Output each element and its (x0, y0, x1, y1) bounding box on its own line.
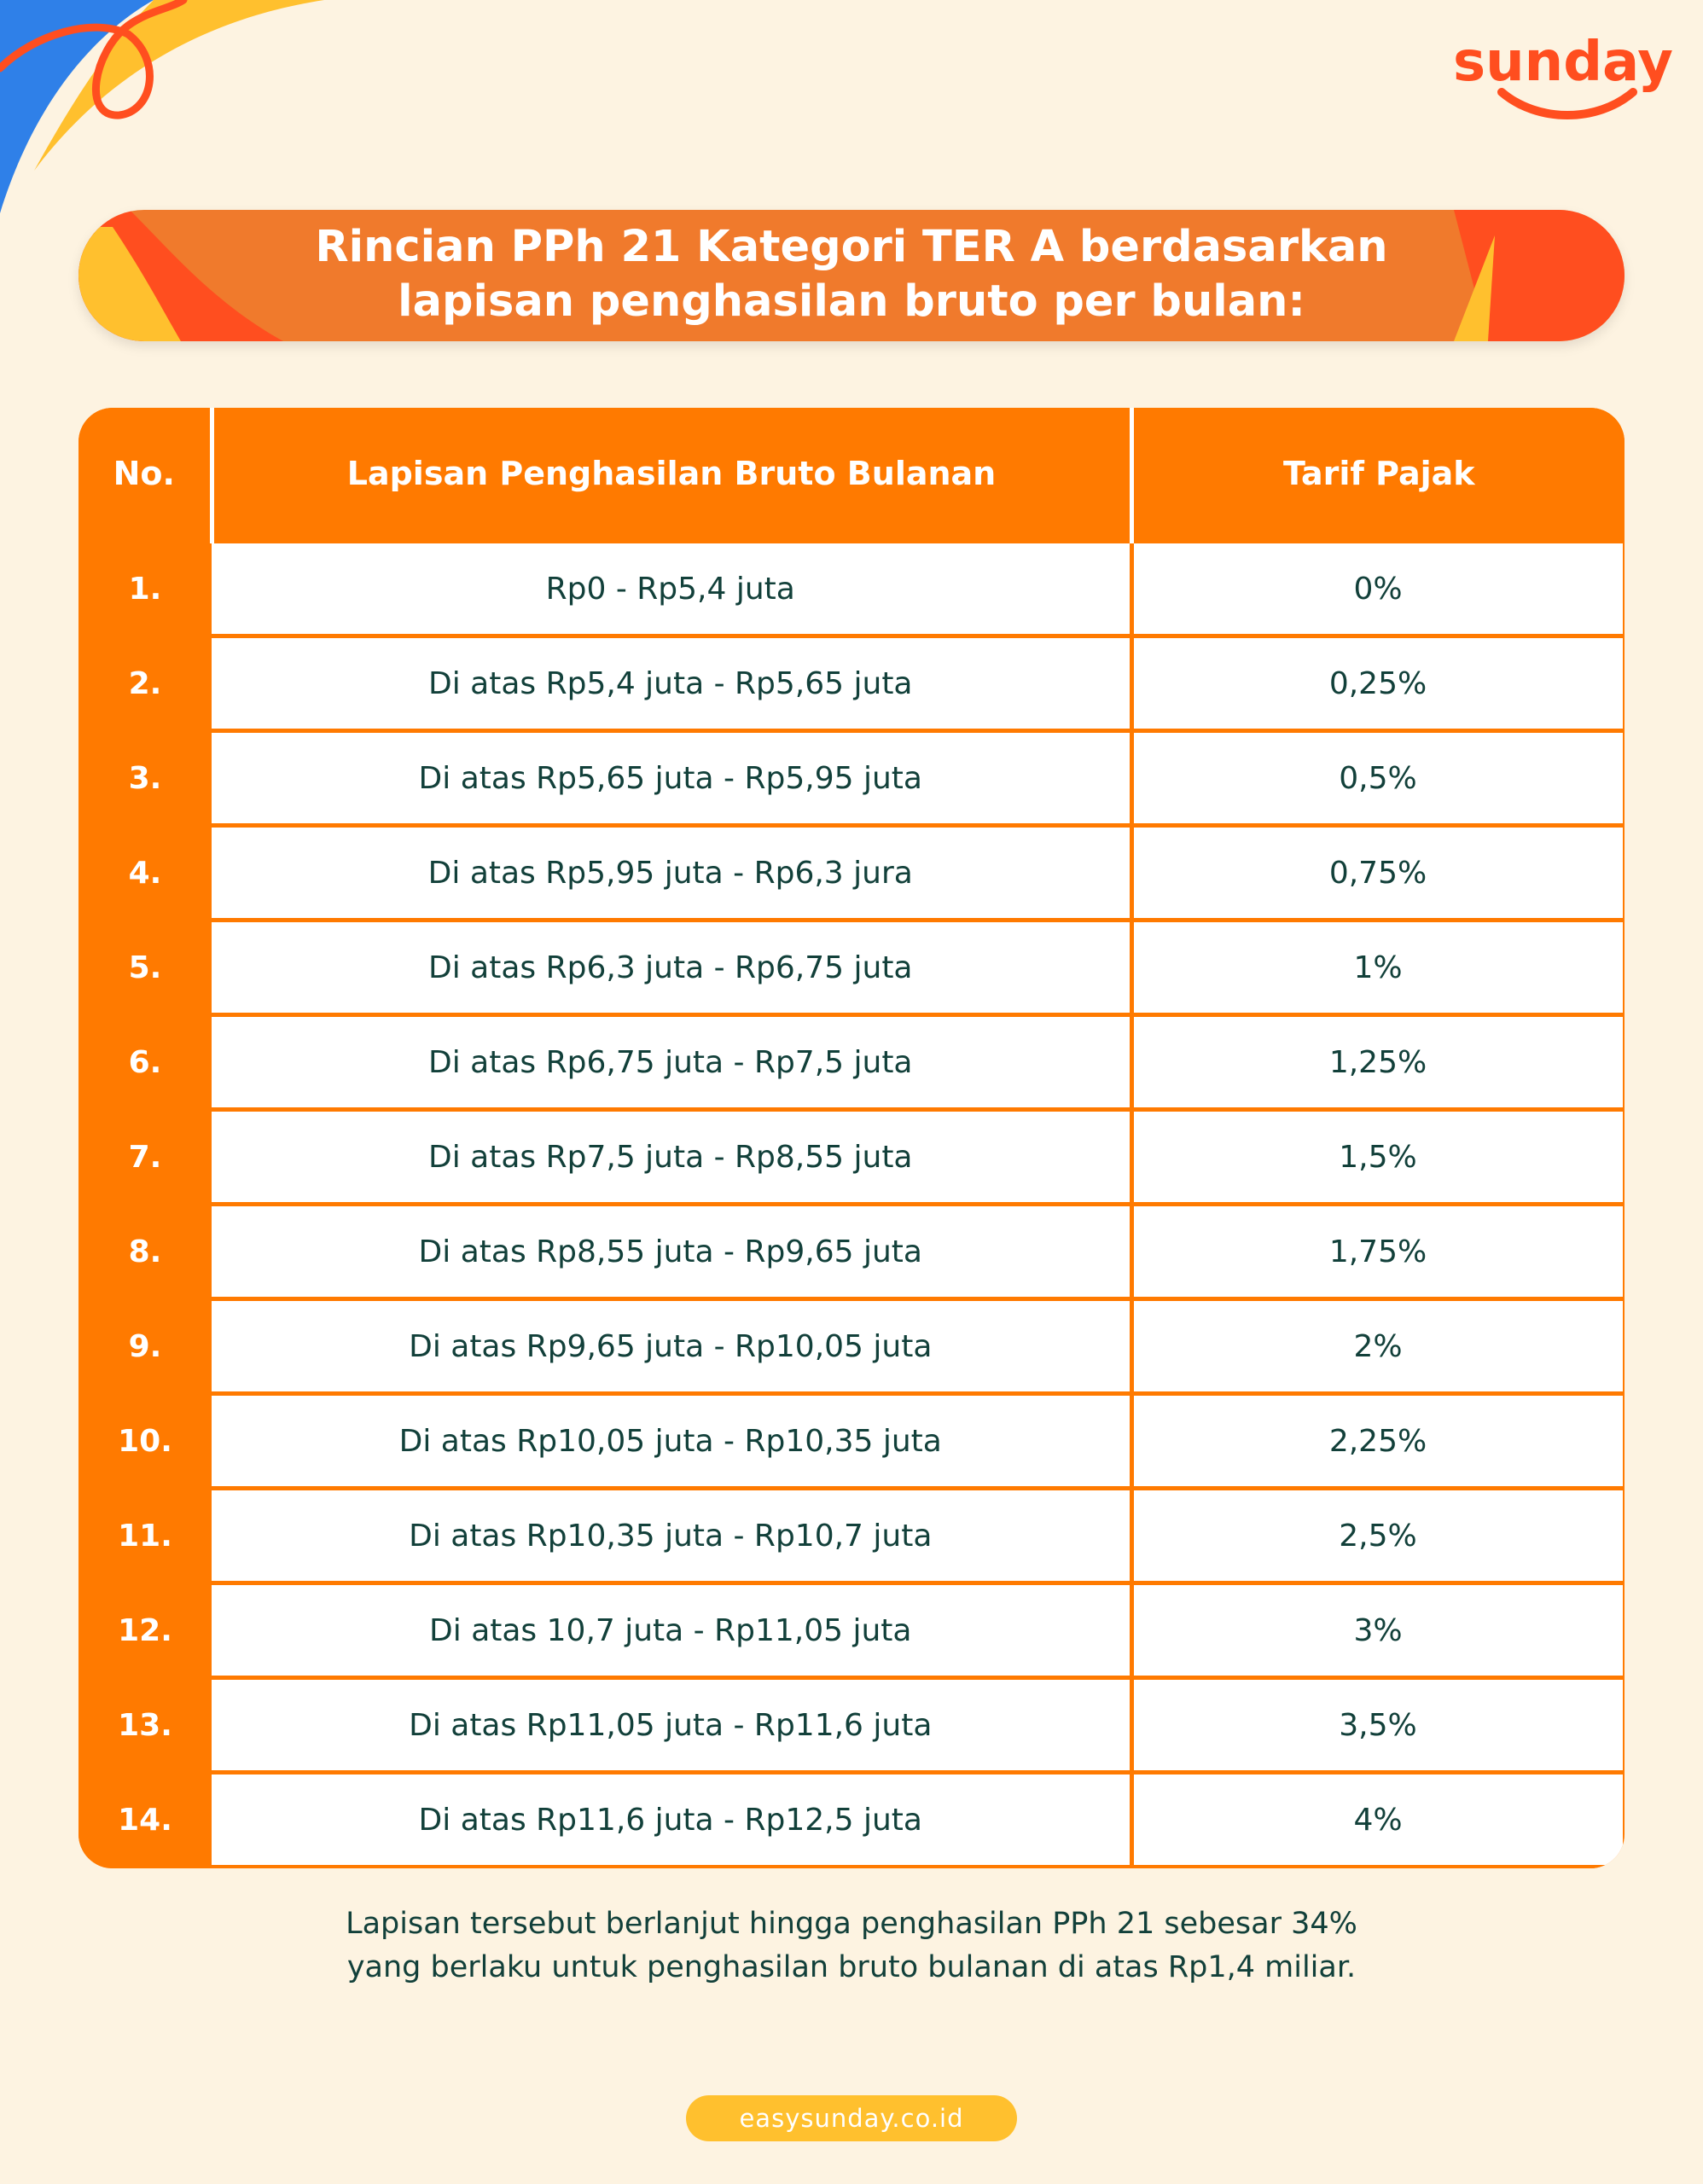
tax-rate: 3% (1131, 1581, 1625, 1678)
tax-rate: 0,75% (1131, 823, 1625, 921)
income-bracket: Di atas Rp10,05 juta - Rp10,35 juta (212, 1391, 1134, 1489)
income-bracket: Di atas Rp11,05 juta - Rp11,6 juta (212, 1676, 1134, 1773)
table-header-row: No. Lapisan Penghasilan Bruto Bulanan Ta… (78, 408, 1625, 542)
tax-rate: 0,5% (1131, 729, 1625, 826)
tax-rate: 2,5% (1131, 1486, 1625, 1583)
footnote: Lapisan tersebut berlanjut hingga pengha… (0, 1902, 1703, 1989)
logo-text: sunday (1453, 31, 1673, 94)
page-title: Rincian PPh 21 Kategori TER A berdasarka… (78, 220, 1625, 329)
header-income-bracket: Lapisan Penghasilan Bruto Bulanan (212, 408, 1134, 542)
tax-rate-table: No. Lapisan Penghasilan Bruto Bulanan Ta… (78, 408, 1625, 1868)
title-banner-decoration (78, 210, 1625, 341)
row-number: 8. (78, 1202, 212, 1299)
row-number: 14. (78, 1770, 212, 1868)
row-number: 4. (78, 823, 212, 921)
income-bracket: Di atas Rp11,6 juta - Rp12,5 juta (212, 1770, 1134, 1868)
table-row: 3. Di atas Rp5,65 juta - Rp5,95 juta 0,5… (78, 729, 1625, 826)
table-row: 9. Di atas Rp9,65 juta - Rp10,05 juta 2% (78, 1297, 1625, 1394)
table-row: 12. Di atas 10,7 juta - Rp11,05 juta 3% (78, 1581, 1625, 1678)
table-row: 10. Di atas Rp10,05 juta - Rp10,35 juta … (78, 1391, 1625, 1489)
tax-rate: 1% (1131, 918, 1625, 1015)
tax-rate: 2% (1131, 1297, 1625, 1394)
row-number: 10. (78, 1391, 212, 1489)
tax-rate: 1,5% (1131, 1107, 1625, 1205)
title-banner: Rincian PPh 21 Kategori TER A berdasarka… (78, 210, 1625, 341)
tax-rate: 1,25% (1131, 1013, 1625, 1110)
row-number: 13. (78, 1676, 212, 1773)
income-bracket: Di atas Rp6,3 juta - Rp6,75 juta (212, 918, 1134, 1015)
table-row: 8. Di atas Rp8,55 juta - Rp9,65 juta 1,7… (78, 1202, 1625, 1299)
tax-rate: 1,75% (1131, 1202, 1625, 1299)
income-bracket: Di atas Rp8,55 juta - Rp9,65 juta (212, 1202, 1134, 1299)
tax-rate: 0% (1131, 539, 1625, 636)
header-no: No. (78, 408, 214, 542)
row-number: 2. (78, 634, 212, 731)
tax-rate: 2,25% (1131, 1391, 1625, 1489)
row-number: 3. (78, 729, 212, 826)
income-bracket: Rp0 - Rp5,4 juta (212, 539, 1134, 636)
row-number: 11. (78, 1486, 212, 1583)
table-row: 7. Di atas Rp7,5 juta - Rp8,55 juta 1,5% (78, 1107, 1625, 1205)
table-row: 6. Di atas Rp6,75 juta - Rp7,5 juta 1,25… (78, 1013, 1625, 1110)
table-row: 1. Rp0 - Rp5,4 juta 0% (78, 539, 1625, 636)
row-number: 12. (78, 1581, 212, 1678)
tax-rate: 4% (1131, 1770, 1625, 1868)
row-number: 6. (78, 1013, 212, 1110)
footnote-line-1: Lapisan tersebut berlanjut hingga pengha… (346, 1907, 1357, 1941)
title-line-2: lapisan penghasilan bruto per bulan: (398, 276, 1305, 327)
table-row: 5. Di atas Rp6,3 juta - Rp6,75 juta 1% (78, 918, 1625, 1015)
income-bracket: Di atas 10,7 juta - Rp11,05 juta (212, 1581, 1134, 1678)
income-bracket: Di atas Rp5,65 juta - Rp5,95 juta (212, 729, 1134, 826)
table-row: 11. Di atas Rp10,35 juta - Rp10,7 juta 2… (78, 1486, 1625, 1583)
table-row: 14. Di atas Rp11,6 juta - Rp12,5 juta 4% (78, 1770, 1625, 1868)
tax-rate: 3,5% (1131, 1676, 1625, 1773)
table-row: 4. Di atas Rp5,95 juta - Rp6,3 jura 0,75… (78, 823, 1625, 921)
row-number: 7. (78, 1107, 212, 1205)
income-bracket: Di atas Rp7,5 juta - Rp8,55 juta (212, 1107, 1134, 1205)
table-row: 2. Di atas Rp5,4 juta - Rp5,65 juta 0,25… (78, 634, 1625, 731)
row-number: 1. (78, 539, 212, 636)
website-link[interactable]: easysunday.co.id (686, 2095, 1017, 2141)
row-number: 5. (78, 918, 212, 1015)
table-row: 13. Di atas Rp11,05 juta - Rp11,6 juta 3… (78, 1676, 1625, 1773)
tax-rate: 0,25% (1131, 634, 1625, 731)
income-bracket: Di atas Rp10,35 juta - Rp10,7 juta (212, 1486, 1134, 1583)
footnote-line-2: yang berlaku untuk penghasilan bruto bul… (346, 1950, 1357, 1984)
row-number: 9. (78, 1297, 212, 1394)
sunday-logo: sunday (1452, 22, 1674, 128)
income-bracket: Di atas Rp9,65 juta - Rp10,05 juta (212, 1297, 1134, 1394)
income-bracket: Di atas Rp5,95 juta - Rp6,3 jura (212, 823, 1134, 921)
income-bracket: Di atas Rp6,75 juta - Rp7,5 juta (212, 1013, 1134, 1110)
corner-decoration (0, 0, 324, 213)
header-tax-rate: Tarif Pajak (1131, 408, 1625, 542)
income-bracket: Di atas Rp5,4 juta - Rp5,65 juta (212, 634, 1134, 731)
title-line-1: Rincian PPh 21 Kategori TER A berdasarka… (315, 222, 1388, 272)
